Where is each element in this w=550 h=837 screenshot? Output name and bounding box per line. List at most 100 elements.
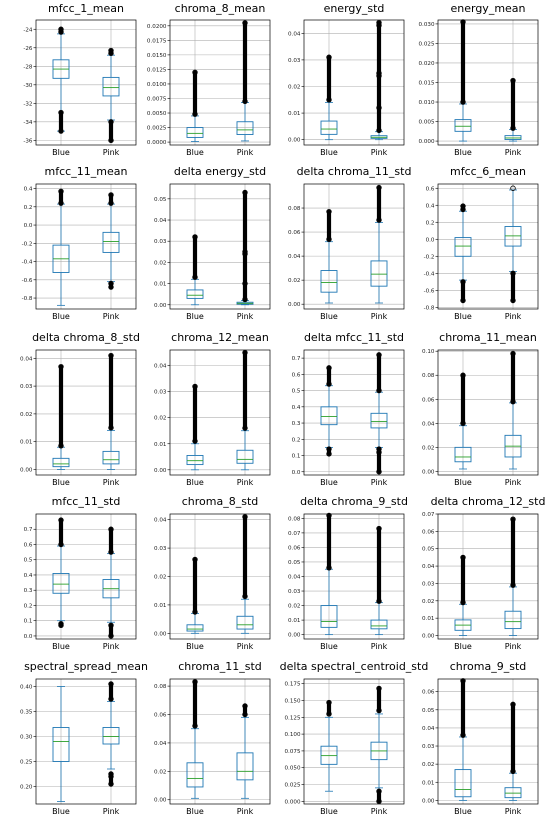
y-tick-label: 0.010 [418, 100, 434, 106]
outlier-point [460, 279, 466, 285]
y-tick-label: 0.02 [154, 260, 166, 266]
x-tick-label: Pink [371, 312, 388, 321]
iqr-box [52, 244, 70, 273]
y-tick-label: -0.8 [424, 305, 435, 311]
outlier-point [376, 73, 382, 79]
y-tick-label: 0.06 [154, 713, 167, 719]
y-tick-label: 0.07 [422, 512, 435, 518]
plot-frame [35, 19, 137, 146]
outlier-point [108, 549, 114, 555]
y-tick-label: 0.04 [288, 31, 301, 37]
y-tick-label: 0.6 [292, 372, 301, 378]
y-tick-label: 0.0 [426, 237, 435, 243]
box-blue [320, 208, 338, 304]
y-tick-label: -32 [23, 101, 32, 107]
y-tick-label: 0.04 [422, 421, 435, 427]
x-tick-label: Blue [186, 312, 204, 321]
y-tick-label: 0.00 [154, 798, 167, 804]
outlier-point [326, 699, 332, 706]
outlier-point [376, 798, 382, 805]
iqr-box [52, 457, 70, 468]
outlier-point [326, 381, 332, 387]
x-tick-label: Pink [103, 148, 120, 157]
plot-frame [437, 183, 539, 310]
y-tick-label: 0.00 [422, 469, 435, 475]
outlier-point [510, 270, 516, 276]
y-tick-label: -34 [23, 120, 33, 126]
y-tick-label: 0.25 [20, 760, 33, 766]
y-tick-label: 0.08 [288, 206, 301, 212]
y-tick-label: 0.06 [288, 230, 301, 236]
y-tick-label: 0.06 [288, 545, 301, 551]
x-tick-label: Blue [52, 312, 70, 321]
outlier-point [192, 69, 198, 76]
box-pink [504, 516, 522, 636]
y-tick-label: 0.0200 [147, 24, 167, 30]
y-tick-label: 0.025 [418, 41, 434, 47]
outlier-point [58, 109, 64, 116]
box-blue [320, 54, 338, 141]
y-tick-label: 0.175 [284, 682, 300, 688]
y-tick-label: -0.2 [22, 241, 33, 247]
box-pink [102, 47, 120, 144]
y-tick-label: 0.0 [24, 223, 33, 229]
iqr-box [52, 727, 70, 762]
y-tick-label: 0.40 [20, 685, 33, 691]
outlier-point [192, 111, 198, 117]
outlier-point [326, 236, 332, 242]
outlier-point [376, 22, 382, 29]
plot-frame [437, 513, 539, 640]
y-tick-label: 0.5 [292, 389, 301, 395]
chart-title: delta chroma_12_std [431, 495, 546, 508]
outlier-point [376, 127, 382, 134]
box-blue [320, 365, 338, 457]
y-tick-label: 0.2 [426, 220, 435, 226]
y-tick-label: 0.015 [418, 81, 434, 87]
y-tick-label: 0.0000 [147, 140, 167, 146]
y-tick-label: 0.00 [422, 798, 435, 804]
outlier-point [108, 284, 114, 290]
box-blue [320, 512, 338, 636]
y-tick-label: 0.4 [292, 405, 301, 411]
iqr-box [370, 260, 388, 287]
y-tick-label: 0.020 [418, 61, 434, 67]
y-tick-label: 0.03 [154, 546, 167, 552]
y-tick-label: 0.01 [20, 440, 33, 446]
y-tick-label: -24 [23, 27, 33, 33]
box-blue [454, 372, 472, 470]
outlier-point [376, 184, 382, 191]
outlier-point [376, 446, 382, 452]
y-tick-label: 0.4 [24, 573, 33, 579]
iqr-box [186, 127, 204, 138]
iqr-box [186, 624, 204, 632]
y-tick-label: 0.00 [288, 633, 301, 639]
y-tick-label: 0.005 [418, 120, 434, 126]
box-blue [186, 556, 204, 634]
y-tick-label: 0.04 [20, 356, 33, 362]
box-pink [504, 77, 522, 142]
box-blue [186, 679, 204, 799]
box-blue [52, 686, 70, 802]
x-tick-label: Pink [505, 807, 522, 816]
y-tick-label: 0.0125 [147, 67, 167, 73]
x-tick-label: Pink [505, 312, 522, 321]
x-tick-label: Blue [186, 807, 204, 816]
y-tick-label: 0.05 [288, 560, 301, 566]
outlier-point [58, 621, 64, 627]
y-tick-label: -26 [23, 46, 33, 52]
outlier-point [460, 420, 466, 427]
y-tick-label: 0.04 [154, 364, 167, 370]
y-tick-label: 0.025 [284, 783, 300, 789]
chart-title: chroma_9_std [450, 660, 527, 673]
outlier-point [326, 711, 332, 717]
box-pink [236, 20, 254, 142]
x-tick-label: Pink [505, 148, 522, 157]
y-tick-label: 0.150 [284, 699, 300, 705]
